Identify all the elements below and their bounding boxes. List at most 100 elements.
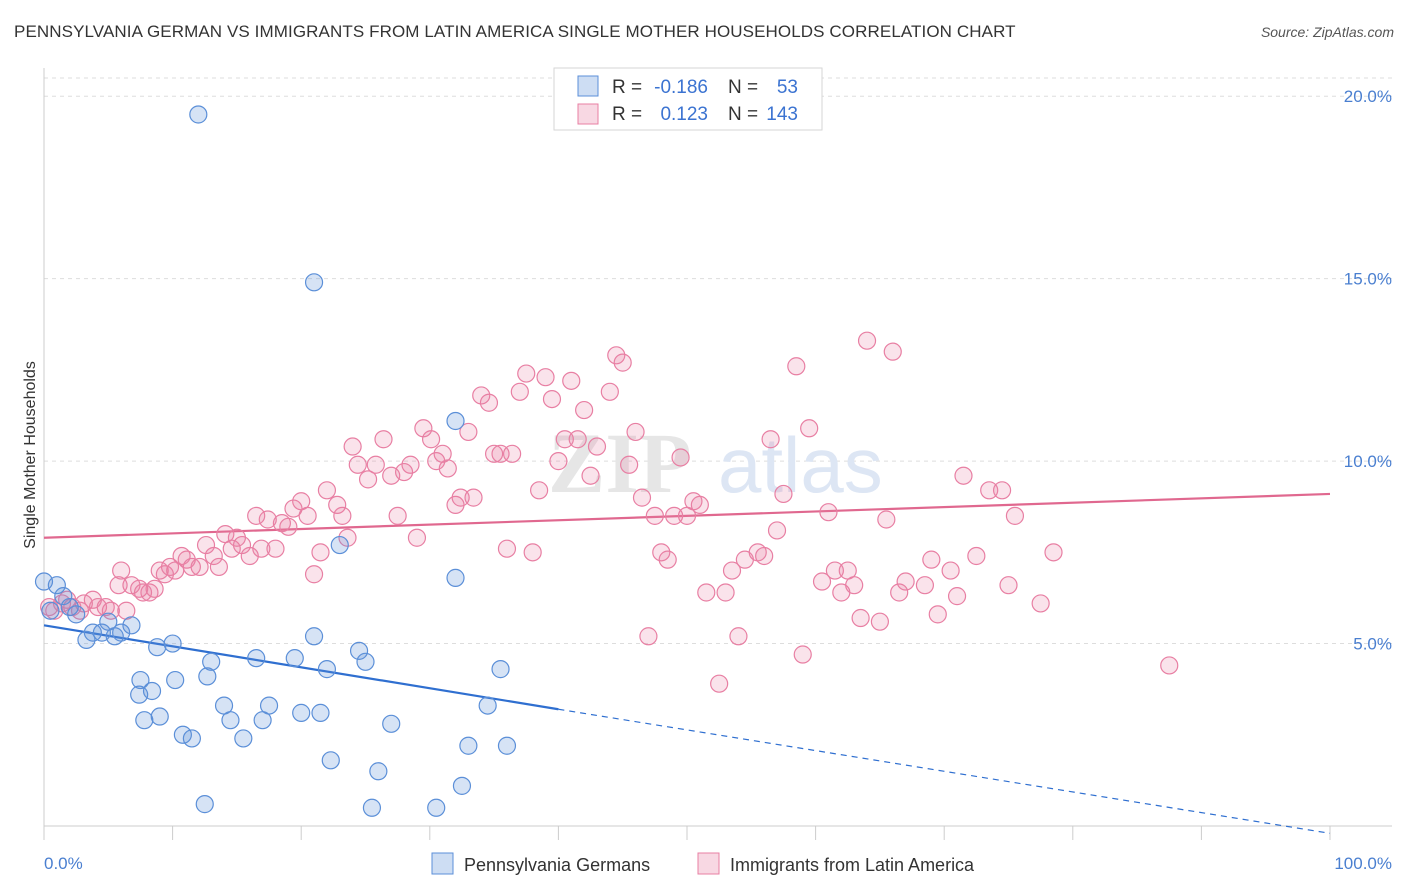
point-latin-america [101, 601, 120, 620]
point-pennsylvania-germans [142, 681, 162, 701]
point-pennsylvania-germans [311, 703, 330, 722]
point-latin-america [258, 510, 277, 529]
point-latin-america [613, 353, 632, 372]
point-latin-america [652, 543, 671, 562]
point-pennsylvania-germans [77, 630, 96, 650]
point-latin-america [890, 583, 909, 602]
point-latin-america [716, 583, 735, 602]
point-pennsylvania-germans [163, 634, 182, 653]
legend-n-label: N = [728, 104, 758, 125]
point-latin-america [774, 484, 793, 504]
x-tick-label: 0.0% [44, 854, 83, 873]
point-latin-america [755, 546, 774, 566]
point-pennsylvania-germans [478, 696, 497, 715]
point-latin-america [568, 430, 587, 449]
point-pennsylvania-germans [349, 641, 369, 660]
point-latin-america [857, 331, 877, 350]
point-latin-america [394, 462, 414, 482]
point-pennsylvania-germans [459, 736, 478, 755]
point-latin-america [915, 576, 935, 595]
point-pennsylvania-germans [317, 660, 337, 679]
point-latin-america [304, 565, 324, 584]
point-latin-america [639, 627, 658, 646]
point-latin-america [671, 448, 690, 467]
point-pennsylvania-germans [173, 725, 192, 744]
point-pennsylvania-germans [47, 576, 66, 595]
legend-row-2: R = 0.123 N = 143 [577, 103, 798, 125]
point-pennsylvania-germans [54, 587, 73, 606]
legend-r-label: R = [612, 104, 642, 125]
point-latin-america [388, 506, 407, 525]
point-pennsylvania-germans [304, 627, 324, 646]
point-latin-america [581, 466, 600, 485]
point-latin-america [729, 627, 748, 646]
point-pennsylvania-germans [304, 273, 324, 292]
point-pennsylvania-germans [446, 411, 465, 431]
point-latin-america [722, 561, 742, 580]
bottom-legend: Pennsylvania Germans Immigrants from Lat… [431, 852, 975, 875]
point-latin-america [503, 444, 522, 463]
point-latin-america [928, 605, 947, 624]
legend-r-label: R = [612, 77, 642, 98]
point-pennsylvania-germans [221, 711, 240, 730]
x-tick-label: 100.0% [1334, 854, 1392, 873]
point-latin-america [407, 528, 427, 547]
point-latin-america [464, 488, 483, 507]
point-pennsylvania-germans [166, 670, 185, 690]
y-tick-label: 5.0% [1353, 635, 1392, 654]
point-latin-america [710, 674, 729, 693]
point-latin-america [284, 499, 303, 518]
point-latin-america [401, 455, 420, 474]
point-pennsylvania-germans [202, 652, 221, 671]
point-latin-america [328, 495, 347, 515]
point-pennsylvania-germans [285, 649, 304, 668]
legend-n-value: 53 [777, 77, 798, 98]
point-latin-america [252, 539, 271, 558]
point-latin-america [317, 481, 337, 500]
point-pennsylvania-germans [259, 696, 279, 715]
legend-n-value: 143 [766, 104, 798, 125]
point-pennsylvania-germans [362, 798, 382, 817]
legend-swatch-pink [577, 103, 599, 125]
legend: R = -0.186 N = 53 R = 0.123 N = 143 [553, 67, 823, 131]
point-latin-america [517, 364, 536, 383]
point-latin-america [793, 645, 812, 664]
point-latin-america [485, 444, 504, 463]
point-pennsylvania-germans [356, 652, 375, 671]
point-latin-america [941, 561, 960, 580]
point-latin-america [510, 382, 529, 401]
point-pennsylvania-germans [195, 795, 214, 814]
point-latin-america [542, 389, 562, 409]
point-latin-america [1031, 594, 1050, 613]
point-pennsylvania-germans [321, 751, 340, 770]
point-pennsylvania-germans [182, 729, 201, 748]
point-pennsylvania-germans [292, 703, 311, 722]
bottom-legend-series2: Immigrants from Latin America [730, 855, 975, 875]
axes [43, 68, 1392, 840]
point-latin-america [800, 419, 819, 438]
point-latin-america [999, 576, 1018, 595]
point-latin-america [333, 506, 352, 525]
point-pennsylvania-germans [446, 568, 465, 587]
point-latin-america [645, 506, 664, 525]
point-latin-america [209, 557, 228, 577]
legend-r-value: -0.186 [654, 77, 708, 98]
point-latin-america [497, 539, 517, 558]
point-pennsylvania-germans [112, 623, 131, 642]
point-latin-america [311, 543, 330, 562]
watermark: ZIP atlas [548, 415, 883, 511]
point-pennsylvania-germans [60, 597, 79, 617]
point-latin-america [967, 546, 986, 566]
legend-r-value: 0.123 [660, 104, 708, 125]
point-pennsylvania-germans [148, 638, 167, 657]
point-latin-america [451, 488, 470, 507]
point-latin-america [338, 528, 357, 547]
legend-row-1: R = -0.186 N = 53 [577, 75, 798, 98]
point-latin-america [658, 550, 677, 569]
bottom-legend-swatch-blue [431, 852, 454, 875]
point-latin-america [1160, 656, 1179, 675]
point-latin-america [279, 517, 298, 536]
point-pennsylvania-germans [198, 667, 217, 686]
point-latin-america [845, 576, 864, 595]
point-pennsylvania-germans [369, 762, 388, 781]
